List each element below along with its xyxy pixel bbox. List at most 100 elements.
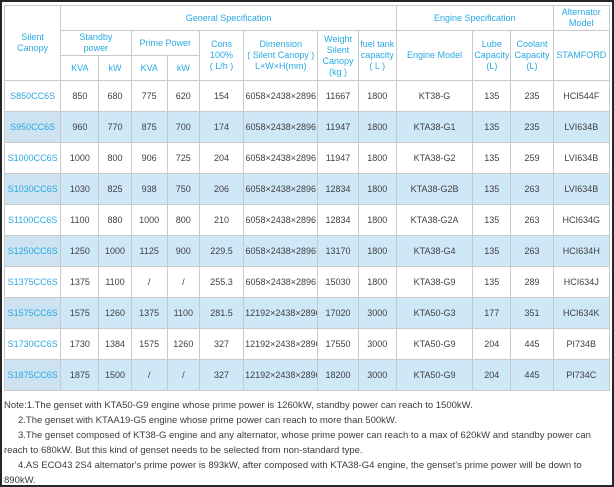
lube-capacity-cell: 135 xyxy=(472,266,512,298)
column-header-standby-power: Standby power xyxy=(60,30,132,56)
consumption-cell: 327 xyxy=(198,328,245,360)
standby-kva-cell: 1100 xyxy=(60,204,100,236)
column-header-lube-capacity: Lube Capacity (L) xyxy=(472,30,512,81)
model-cell: S1250CC6S xyxy=(3,235,62,267)
alternator-cell: HCI634H xyxy=(552,235,611,267)
model-cell: S850CC6S xyxy=(3,80,62,112)
weight-cell: 17020 xyxy=(317,297,359,329)
dimension-cell: 12192×2438×2896 xyxy=(243,297,319,329)
prime-kw-cell: 620 xyxy=(166,80,200,112)
prime-kw-cell: 1260 xyxy=(166,328,200,360)
prime-kw-cell: 900 xyxy=(166,235,200,267)
footnotes: Note:1.The genset with KTA50-G9 engine w… xyxy=(4,398,610,486)
dimension-cell: 6058×2438×2896 xyxy=(243,111,319,143)
engine-model-cell: KTA38-G4 xyxy=(395,235,474,267)
engine-model-cell: KTA38-G1 xyxy=(395,111,474,143)
standby-kva-cell: 1250 xyxy=(60,235,100,267)
engine-model-cell: KTA38-G2 xyxy=(395,142,474,174)
model-cell: S1730CC6S xyxy=(3,328,62,360)
prime-kva-cell: 938 xyxy=(130,173,168,205)
column-header-prime-kw: kW xyxy=(166,55,200,81)
alternator-cell: HCI544F xyxy=(552,80,611,112)
weight-cell: 11947 xyxy=(317,142,359,174)
engine-model-cell: KTA38-G9 xyxy=(395,266,474,298)
column-header-weight: Weight Silent Canopy (kg ) xyxy=(317,30,359,81)
genset-spec-table: Silent Canopy General Specification Engi… xyxy=(3,5,611,391)
standby-kw-cell: 770 xyxy=(98,111,132,143)
column-header-coolant-capacity: Coolant Capacity (L) xyxy=(510,30,554,81)
column-header-prime-power: Prime Power xyxy=(130,30,200,56)
standby-kw-cell: 800 xyxy=(98,142,132,174)
weight-cell: 12834 xyxy=(317,204,359,236)
table-row: S1100CC6S 1100 880 1000 800 210 6058×243… xyxy=(3,204,611,236)
note-line: 3.The genset composed of KT38-G engine a… xyxy=(4,430,591,456)
coolant-capacity-cell: 445 xyxy=(510,328,554,360)
prime-kva-cell: 875 xyxy=(130,111,168,143)
note-line: 2.The genset with KTAA19-G5 engine whose… xyxy=(18,415,397,426)
model-cell: S1875CC6S xyxy=(3,359,62,391)
weight-cell: 18200 xyxy=(317,359,359,391)
consumption-cell: 154 xyxy=(198,80,245,112)
lube-capacity-cell: 135 xyxy=(472,80,512,112)
prime-kw-cell: 1100 xyxy=(166,297,200,329)
weight-cell: 12834 xyxy=(317,173,359,205)
table-row: S1250CC6S 1250 1000 1125 900 229.5 6058×… xyxy=(3,235,611,267)
dimension-cell: 6058×2438×2896 xyxy=(243,173,319,205)
standby-kva-cell: 1375 xyxy=(60,266,100,298)
table-row: S1375CC6S 1375 1100 / / 255.3 6058×2438×… xyxy=(3,266,611,298)
fuel-tank-cell: 1800 xyxy=(357,235,397,267)
standby-kva-cell: 1000 xyxy=(60,142,100,174)
prime-kw-cell: 725 xyxy=(166,142,200,174)
prime-kva-cell: 775 xyxy=(130,80,168,112)
prime-kva-cell: 906 xyxy=(130,142,168,174)
weight-cell: 17550 xyxy=(317,328,359,360)
engine-model-cell: KT38-G xyxy=(395,80,474,112)
alternator-cell: PI734C xyxy=(552,359,611,391)
table-row: S1030CC6S 1030 825 938 750 206 6058×2438… xyxy=(3,173,611,205)
consumption-cell: 210 xyxy=(198,204,245,236)
standby-kva-cell: 1575 xyxy=(60,297,100,329)
fuel-tank-cell: 1800 xyxy=(357,266,397,298)
alternator-cell: LVI634B xyxy=(552,142,611,174)
standby-kw-cell: 1260 xyxy=(98,297,132,329)
lube-capacity-cell: 135 xyxy=(472,111,512,143)
lube-capacity-cell: 135 xyxy=(472,173,512,205)
table-row: S1000CC6S 1000 800 906 725 204 6058×2438… xyxy=(3,142,611,174)
column-header-engine-model: Engine Model xyxy=(395,30,474,81)
dimension-cell: 12192×2438×2896 xyxy=(243,328,319,360)
group-header-engine-specification: Engine Specification xyxy=(395,5,554,31)
column-header-consumption: Cons 100% ( L/h ) xyxy=(198,30,245,81)
consumption-cell: 204 xyxy=(198,142,245,174)
fuel-tank-cell: 1800 xyxy=(357,204,397,236)
coolant-capacity-cell: 289 xyxy=(510,266,554,298)
prime-kw-cell: 800 xyxy=(166,204,200,236)
table-row: S1575CC6S 1575 1260 1375 1100 281.5 1219… xyxy=(3,297,611,329)
consumption-cell: 281.5 xyxy=(198,297,245,329)
prime-kva-cell: 1375 xyxy=(130,297,168,329)
lube-capacity-cell: 135 xyxy=(472,142,512,174)
lube-capacity-cell: 135 xyxy=(472,235,512,267)
model-cell: S1000CC6S xyxy=(3,142,62,174)
column-header-prime-kva: KVA xyxy=(130,55,168,81)
model-cell: S1375CC6S xyxy=(3,266,62,298)
coolant-capacity-cell: 259 xyxy=(510,142,554,174)
weight-cell: 15030 xyxy=(317,266,359,298)
note-line: 4.AS ECO43 2S4 alternator's prime power … xyxy=(4,460,582,486)
table-row: S1730CC6S 1730 1384 1575 1260 327 12192×… xyxy=(3,328,611,360)
standby-kva-cell: 1030 xyxy=(60,173,100,205)
standby-kva-cell: 1730 xyxy=(60,328,100,360)
table-row: S950CC6S 960 770 875 700 174 6058×2438×2… xyxy=(3,111,611,143)
fuel-tank-cell: 1800 xyxy=(357,142,397,174)
prime-kva-cell: 1125 xyxy=(130,235,168,267)
consumption-cell: 174 xyxy=(198,111,245,143)
dimension-cell: 6058×2438×2896 xyxy=(243,204,319,236)
standby-kva-cell: 1875 xyxy=(60,359,100,391)
table-row: S850CC6S 850 680 775 620 154 6058×2438×2… xyxy=(3,80,611,112)
coolant-capacity-cell: 445 xyxy=(510,359,554,391)
standby-kw-cell: 880 xyxy=(98,204,132,236)
coolant-capacity-cell: 351 xyxy=(510,297,554,329)
engine-model-cell: KTA50-G9 xyxy=(395,359,474,391)
prime-kva-cell: / xyxy=(130,359,168,391)
coolant-capacity-cell: 263 xyxy=(510,204,554,236)
